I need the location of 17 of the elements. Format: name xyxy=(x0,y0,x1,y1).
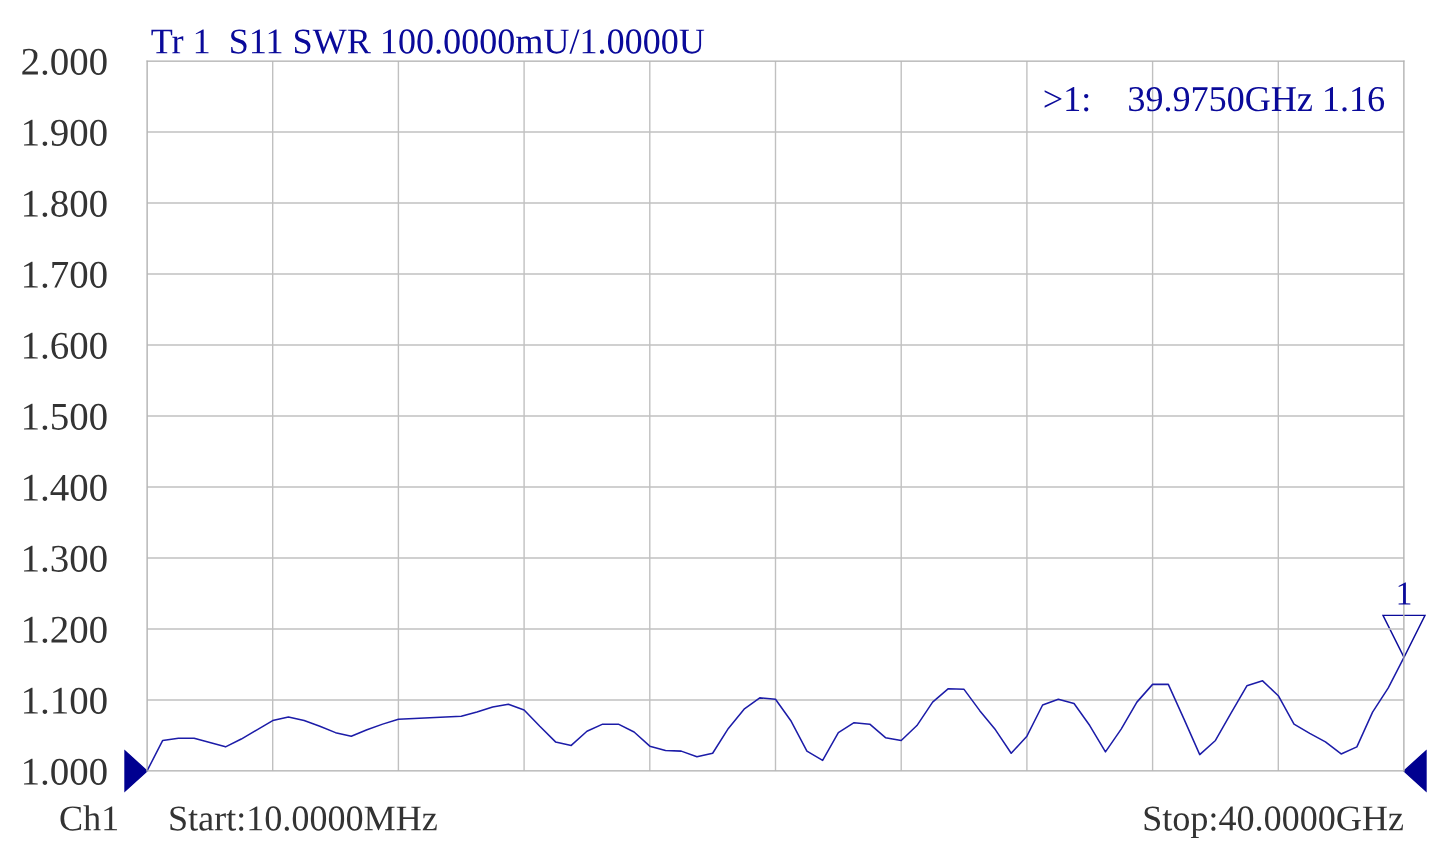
y-tick-label: 1.700 xyxy=(24,261,107,289)
chart-title: Tr 1 S11 SWR 100.0000mU/1.0000U xyxy=(151,29,705,54)
y-tick-label: 1.800 xyxy=(24,190,107,218)
text: Ch1 xyxy=(60,805,118,831)
y-tick-label: 1.100 xyxy=(24,687,107,715)
y-tick-label: 2.000 xyxy=(22,48,107,76)
y-tick-label: 1.600 xyxy=(24,332,107,360)
y-tick-label: 1.200 xyxy=(24,616,107,644)
y-tick-label: 1.000 xyxy=(24,758,107,786)
y-tick-label: 1.500 xyxy=(24,403,107,431)
text: Start:10.0000MHz xyxy=(170,806,437,831)
y-tick-label: 1.400 xyxy=(24,474,107,502)
annotation: >1: 39.9750GHz 1.16 xyxy=(1044,86,1385,112)
text: Stop:40.0000GHz xyxy=(1144,806,1403,838)
y-tick-label: 1.900 xyxy=(24,119,107,147)
annotation: 1 xyxy=(1398,582,1411,605)
y-tick-label: 1.300 xyxy=(24,545,107,573)
